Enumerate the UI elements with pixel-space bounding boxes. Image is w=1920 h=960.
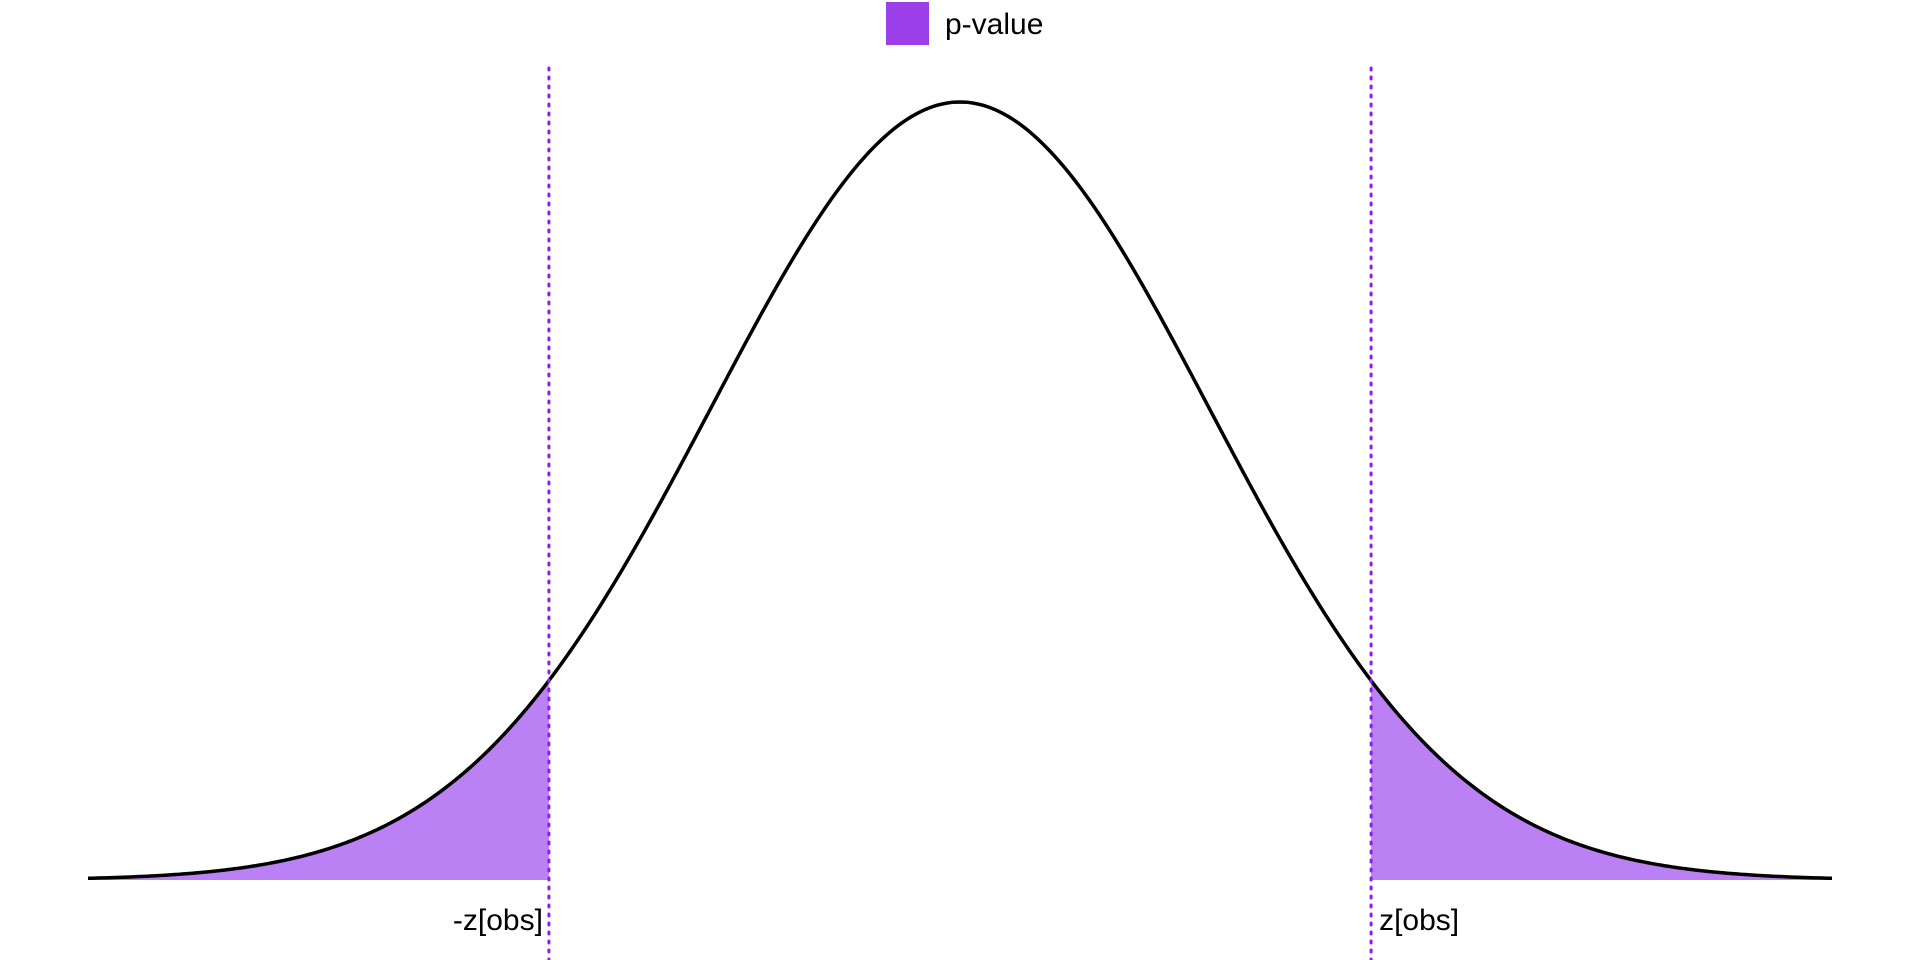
plot-area bbox=[87, 66, 1833, 960]
p-value-area-left-tail bbox=[88, 680, 549, 880]
legend: p-value bbox=[886, 2, 1043, 45]
legend-swatch-p-value bbox=[886, 2, 929, 45]
tick-label-z-obs: z[obs] bbox=[1379, 904, 1459, 937]
density-curve bbox=[87, 100, 1833, 881]
z-obs-labels: -z[obs] z[obs] bbox=[453, 904, 1459, 937]
legend-label-p-value: p-value bbox=[945, 8, 1043, 41]
tick-label-neg-z-obs: -z[obs] bbox=[453, 904, 543, 937]
p-value-area-right-tail bbox=[1371, 680, 1832, 880]
